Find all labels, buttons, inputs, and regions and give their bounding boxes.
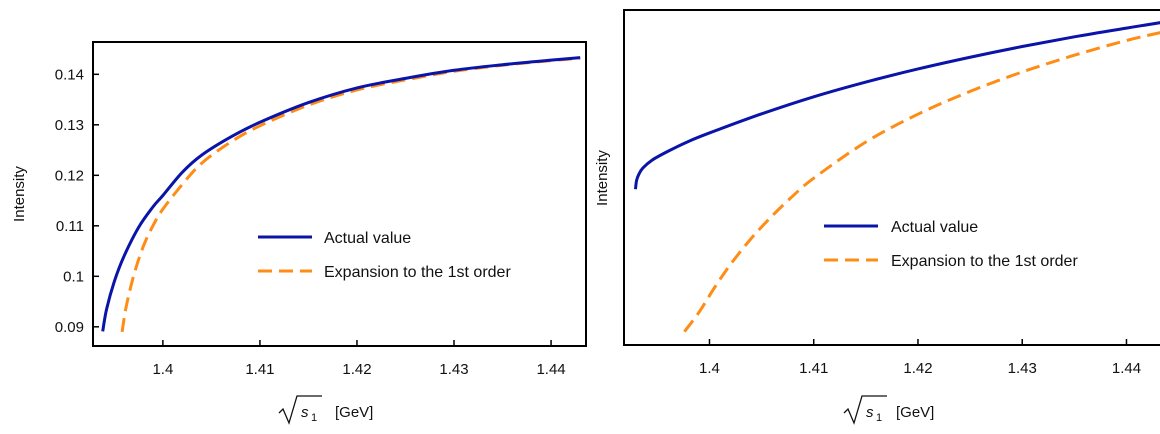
y-tick-label-left: 0.13 [55,117,84,134]
chart-right: 1.4 1.41 1.42 1.43 1.44 Intensity s 1 [GeV] … [594,9,1160,425]
x-axis-label-unit-left: [GeV] [335,404,373,421]
x-axis-label-right: s 1 [GeV] [843,395,934,425]
legend-left: Actual value Expansion to the 1st order [258,230,511,281]
x-tick-label-right: 1.42 [903,360,932,377]
series-expansion-line-right [683,31,1160,333]
x-axis-label-sub-left: 1 [311,412,317,424]
x-tick-label-left: 1.42 [342,361,371,378]
x-tick-label-right: 1.44 [1112,360,1141,377]
x-tick-label-right: 1.4 [699,360,720,377]
plot-frame-left [92,41,587,347]
y-tick-label-left: 0.1 [63,268,84,285]
series-actual-line-right [633,21,1160,190]
x-tick-label-left: 1.41 [245,361,274,378]
x-tick-label-right: 1.41 [799,360,828,377]
sqrt-symbol-right [843,395,887,425]
y-tick-label-left: 0.11 [56,218,84,235]
x-axis-label-var-right: s [866,404,874,421]
x-axis-label-unit-right: [GeV] [896,404,934,421]
legend-label-actual-right: Actual value [891,219,978,236]
x-axis-label-var-left: s [301,404,309,421]
y-tick-label-left: 0.14 [55,66,84,83]
legend-label-expansion-right: Expansion to the 1st order [891,253,1078,270]
series-actual-line-left [101,56,581,332]
x-tick-label-left: 1.4 [152,361,173,378]
sqrt-symbol-left [278,395,322,425]
y-tick-label-left: 0.09 [55,319,84,336]
x-tick-label-right: 1.43 [1008,360,1037,377]
x-tick-label-left: 1.44 [536,361,565,378]
plot-frame-right [623,9,1160,346]
y-axis-label-left: Intensity [11,166,28,222]
x-axis-label-left: s 1 [GeV] [278,395,373,425]
legend-right: Actual value Expansion to the 1st order [824,219,1078,270]
legend-label-expansion-left: Expansion to the 1st order [324,264,511,281]
chart-left: 1.4 1.41 1.42 1.43 1.44 0.09 0.1 0.11 0.12 0.13 0.… [11,41,587,425]
x-tick-label-left: 1.43 [439,361,468,378]
y-tick-label-left: 0.12 [55,167,84,184]
x-axis-label-sub-right: 1 [876,412,882,424]
y-axis-label-right: Intensity [594,150,611,206]
series-expansion-line-left [120,56,581,333]
legend-label-actual-left: Actual value [324,230,411,247]
